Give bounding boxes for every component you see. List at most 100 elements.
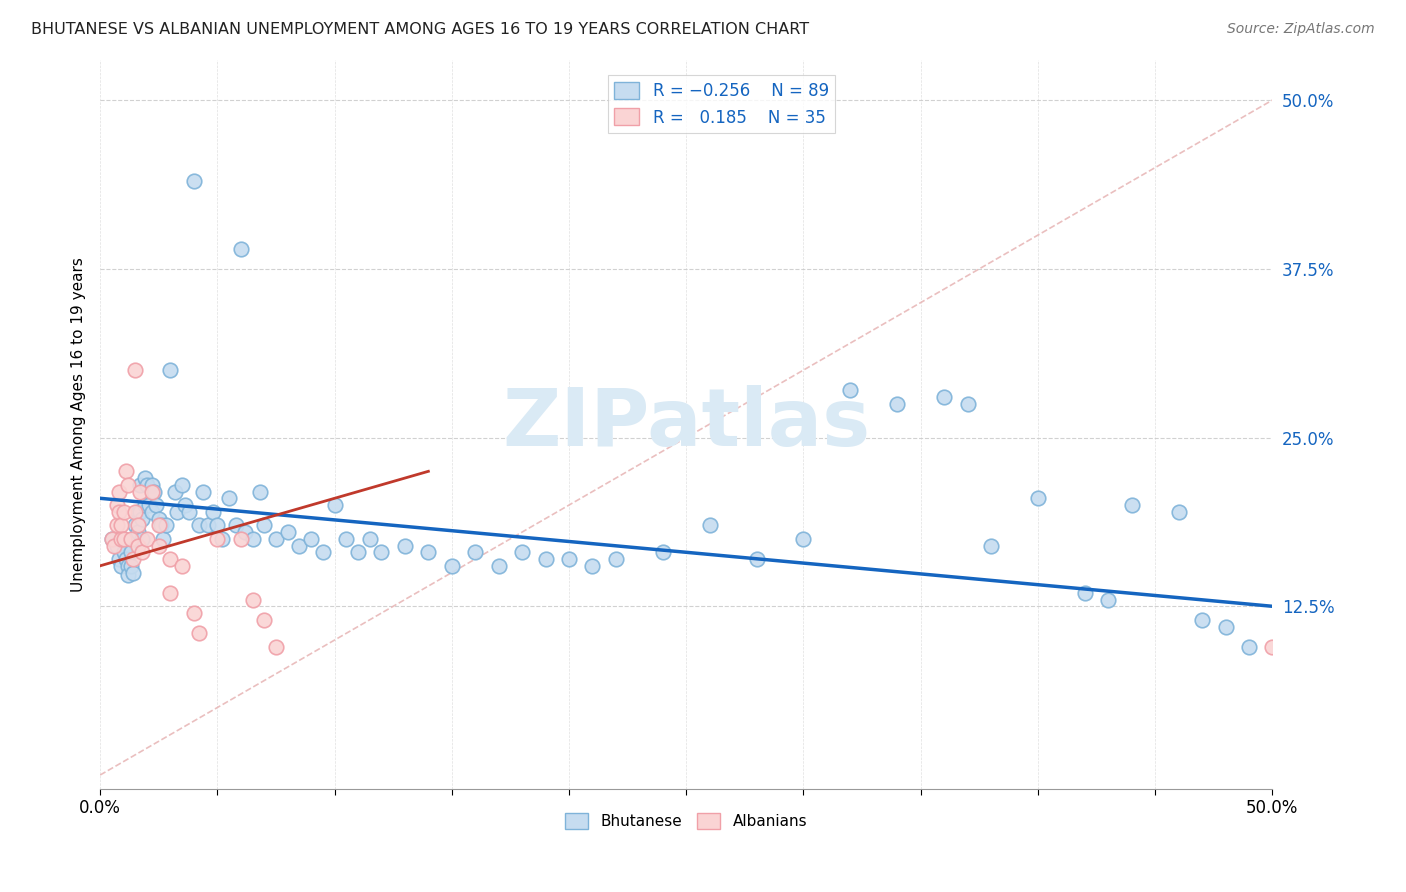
Point	[1121, 498, 1143, 512]
Point	[173, 498, 195, 512]
Text: Source: ZipAtlas.com: Source: ZipAtlas.com	[1227, 22, 1375, 37]
Point	[201, 505, 224, 519]
Point	[115, 464, 138, 478]
Point	[464, 545, 486, 559]
Point	[131, 532, 153, 546]
Point	[440, 558, 463, 573]
Point	[108, 484, 131, 499]
Point	[242, 592, 264, 607]
Point	[112, 532, 135, 546]
Point	[264, 532, 287, 546]
Point	[229, 532, 252, 546]
Point	[120, 558, 142, 573]
Point	[101, 532, 124, 546]
Legend: Bhutanese, Albanians: Bhutanese, Albanians	[560, 807, 813, 836]
Point	[323, 498, 346, 512]
Point	[129, 478, 152, 492]
Point	[117, 478, 139, 492]
Point	[335, 532, 357, 546]
Point	[127, 539, 149, 553]
Point	[112, 532, 135, 546]
Point	[120, 532, 142, 546]
Point	[534, 552, 557, 566]
Point	[211, 532, 233, 546]
Point	[934, 390, 956, 404]
Point	[112, 545, 135, 559]
Point	[839, 384, 862, 398]
Point	[103, 539, 125, 553]
Point	[155, 518, 177, 533]
Point	[1237, 640, 1260, 654]
Point	[122, 566, 145, 580]
Point	[115, 552, 138, 566]
Point	[218, 491, 240, 506]
Point	[101, 532, 124, 546]
Point	[129, 505, 152, 519]
Point	[127, 524, 149, 539]
Point	[105, 518, 128, 533]
Point	[124, 363, 146, 377]
Point	[172, 558, 194, 573]
Point	[288, 539, 311, 553]
Point	[127, 505, 149, 519]
Point	[1074, 586, 1097, 600]
Point	[394, 539, 416, 553]
Point	[277, 524, 299, 539]
Point	[110, 518, 132, 533]
Point	[131, 545, 153, 559]
Point	[136, 478, 159, 492]
Point	[886, 397, 908, 411]
Point	[122, 552, 145, 566]
Point	[183, 174, 205, 188]
Point	[110, 558, 132, 573]
Point	[179, 505, 201, 519]
Point	[1261, 640, 1284, 654]
Point	[108, 552, 131, 566]
Point	[159, 363, 181, 377]
Point	[141, 505, 163, 519]
Point	[112, 505, 135, 519]
Point	[124, 518, 146, 533]
Point	[148, 539, 170, 553]
Point	[183, 606, 205, 620]
Point	[980, 539, 1002, 553]
Point	[418, 545, 440, 559]
Point	[165, 484, 187, 499]
Point	[253, 613, 276, 627]
Point	[105, 498, 128, 512]
Point	[138, 498, 160, 512]
Point	[141, 478, 163, 492]
Point	[264, 640, 287, 654]
Point	[207, 518, 229, 533]
Point	[127, 518, 149, 533]
Point	[193, 484, 215, 499]
Point	[105, 539, 128, 553]
Point	[510, 545, 533, 559]
Point	[131, 511, 153, 525]
Point	[347, 545, 370, 559]
Point	[143, 484, 166, 499]
Point	[1191, 613, 1213, 627]
Point	[150, 518, 173, 533]
Text: BHUTANESE VS ALBANIAN UNEMPLOYMENT AMONG AGES 16 TO 19 YEARS CORRELATION CHART: BHUTANESE VS ALBANIAN UNEMPLOYMENT AMONG…	[31, 22, 808, 37]
Point	[488, 558, 510, 573]
Point	[120, 545, 142, 559]
Point	[370, 545, 392, 559]
Point	[792, 532, 814, 546]
Point	[359, 532, 381, 546]
Point	[229, 242, 252, 256]
Point	[166, 505, 188, 519]
Point	[124, 505, 146, 519]
Point	[152, 532, 174, 546]
Point	[651, 545, 673, 559]
Point	[136, 532, 159, 546]
Point	[242, 532, 264, 546]
Text: ZIPatlas: ZIPatlas	[502, 385, 870, 463]
Point	[745, 552, 768, 566]
Point	[187, 626, 209, 640]
Point	[108, 505, 131, 519]
Point	[249, 484, 271, 499]
Point	[124, 532, 146, 546]
Point	[956, 397, 979, 411]
Point	[207, 532, 229, 546]
